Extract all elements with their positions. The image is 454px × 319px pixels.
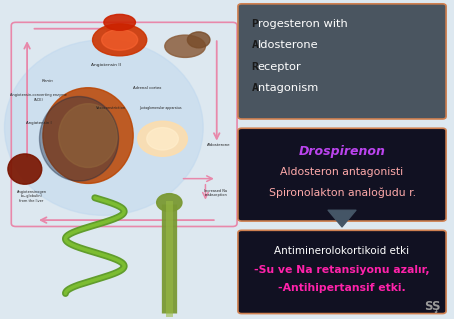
Ellipse shape: [102, 29, 138, 50]
Text: eceptor: eceptor: [258, 62, 301, 72]
Text: Increased Na
reabsorption: Increased Na reabsorption: [204, 189, 227, 197]
Ellipse shape: [5, 40, 203, 215]
Text: P: P: [252, 19, 258, 29]
Text: Angiotensin-converting enzyme
(ACE): Angiotensin-converting enzyme (ACE): [10, 93, 67, 101]
Circle shape: [188, 32, 210, 48]
Ellipse shape: [39, 96, 118, 181]
Text: A: A: [252, 40, 258, 50]
Circle shape: [138, 121, 188, 156]
Text: Aldosteron antagonisti: Aldosteron antagonisti: [281, 167, 404, 177]
Text: Angiotensinogen
(α₂-globulin)
from the liver: Angiotensinogen (α₂-globulin) from the l…: [17, 189, 47, 203]
Text: Juxtaglomerular apparatus: Juxtaglomerular apparatus: [139, 107, 182, 110]
Ellipse shape: [43, 88, 133, 183]
FancyBboxPatch shape: [238, 4, 446, 119]
FancyBboxPatch shape: [238, 128, 446, 221]
Circle shape: [147, 128, 178, 150]
Text: Angiotensin I: Angiotensin I: [25, 121, 51, 125]
Ellipse shape: [8, 154, 42, 184]
Text: -Antihipertansif etki.: -Antihipertansif etki.: [278, 283, 406, 293]
Ellipse shape: [93, 24, 147, 56]
Text: Aldosterone: Aldosterone: [207, 143, 231, 147]
FancyArrowPatch shape: [328, 210, 356, 227]
Circle shape: [157, 194, 182, 211]
Text: Vasoconstriction: Vasoconstriction: [96, 107, 126, 110]
Text: Adrenal cortex: Adrenal cortex: [133, 86, 161, 90]
Text: Spironolakton analoğudu r.: Spironolakton analoğudu r.: [268, 188, 415, 198]
Text: R: R: [252, 62, 258, 72]
Text: ntagonism: ntagonism: [258, 83, 318, 93]
Text: Antiminerolokortikoid etki: Antiminerolokortikoid etki: [275, 246, 410, 256]
Text: Renin: Renin: [41, 79, 53, 83]
Text: rogesteron with: rogesteron with: [258, 19, 348, 29]
Text: Drospirenon: Drospirenon: [299, 145, 385, 158]
Ellipse shape: [59, 104, 118, 167]
FancyBboxPatch shape: [238, 230, 446, 314]
Text: Angiotensin II: Angiotensin II: [91, 63, 121, 67]
Text: -Su ve Na retansiyonu azalır,: -Su ve Na retansiyonu azalır,: [254, 264, 430, 275]
Text: A: A: [252, 83, 258, 93]
Text: SŞ: SŞ: [424, 300, 440, 313]
Ellipse shape: [165, 35, 206, 57]
Text: ldosterone: ldosterone: [258, 40, 318, 50]
Ellipse shape: [104, 14, 135, 30]
